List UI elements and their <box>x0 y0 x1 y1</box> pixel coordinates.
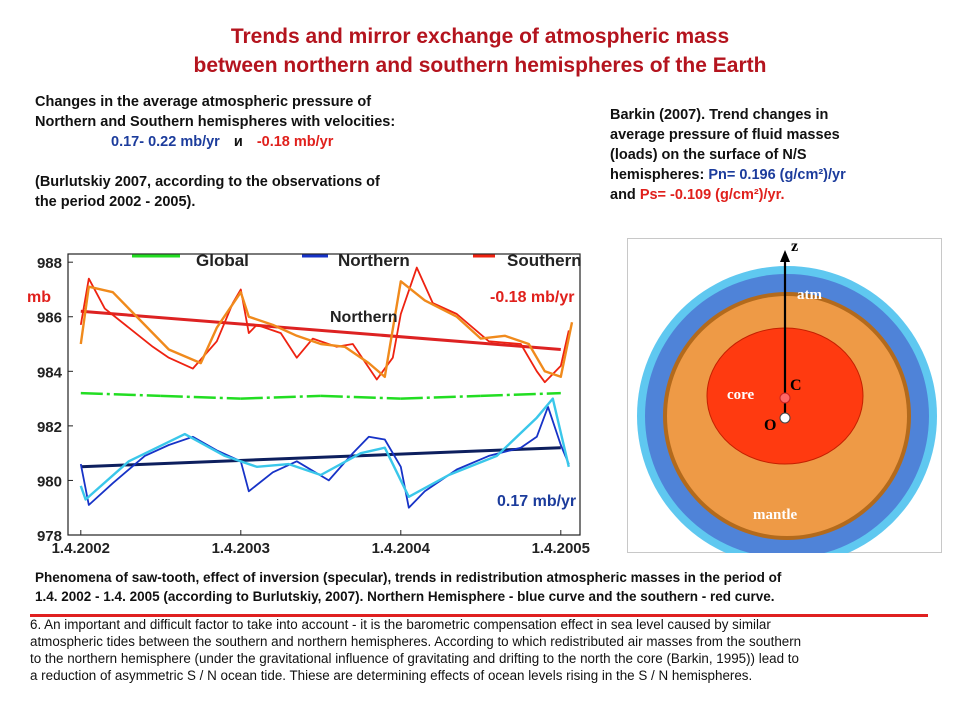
y-tick-label: 980 <box>37 473 62 490</box>
global-series-segment <box>240 394 321 400</box>
barkin-line-2: average pressure of fluid masses <box>610 127 840 143</box>
legend: Global Northern Southern <box>132 251 582 270</box>
note-line-4: a reduction of asymmetric S / N ocean ti… <box>30 668 753 683</box>
legend-southern-label: Southern <box>507 251 582 270</box>
x-axis: 1.4.2002 1.4.2003 1.4.2004 1.4.2005 <box>52 530 590 557</box>
barkin-line-4: hemispheres: Pn= 0.196 (g/cm²)/yr <box>610 165 955 185</box>
southern-smoothed-line <box>79 280 574 379</box>
barkin-line-4-prefix: hemispheres: <box>610 167 709 183</box>
y-tick-label: 978 <box>37 528 62 545</box>
velocity-conjunction: и <box>233 134 243 150</box>
barkin-line-1: Barkin (2007). Trend changes in <box>610 107 829 123</box>
southern-series-line <box>79 266 570 384</box>
caption-line-2: 1.4. 2002 - 1.4. 2005 (according to Burl… <box>35 589 775 604</box>
global-series-segment <box>480 391 561 398</box>
pn-value: Pn= 0.196 (g/cm²)/yr <box>708 167 846 183</box>
center-c-dot <box>779 392 791 404</box>
core-label: core <box>727 387 755 403</box>
legend-northern-label: Northern <box>338 251 410 270</box>
series-lines <box>79 266 570 509</box>
z-axis-label: z <box>791 238 798 255</box>
chart-caption: Phenomena of saw-tooth, effect of invers… <box>35 568 950 606</box>
northern-series-line <box>79 405 570 509</box>
north-velocity: 0.17- 0.22 mb/yr <box>111 134 220 150</box>
caption-divider <box>30 614 928 617</box>
note-line-1: 6. An important and difficult factor to … <box>30 617 771 632</box>
south-trend-label: -0.18 mb/yr <box>490 289 574 306</box>
reference-line-2: the period 2002 - 2005). <box>35 194 196 210</box>
z-axis-arrow-icon <box>780 250 790 262</box>
title-line-1: Trends and mirror exchange of atmospheri… <box>230 25 730 48</box>
caption-line-1: Phenomena of saw-tooth, effect of invers… <box>35 570 782 585</box>
global-series-segment <box>320 394 401 400</box>
north-trend-label: 0.17 mb/yr <box>497 493 576 510</box>
x-tick-label: 1.4.2005 <box>532 540 590 557</box>
description-line-2: Northern and Southern hemispheres with v… <box>35 114 396 130</box>
description-line-1: Changes in the average atmospheric press… <box>35 94 372 110</box>
y-tick-label: 982 <box>37 419 62 436</box>
pressure-change-description: Changes in the average atmospheric press… <box>35 92 555 212</box>
global-series-segment <box>400 394 481 400</box>
x-tick-label: 1.4.2004 <box>372 540 431 557</box>
northern-annotation: Northern <box>330 309 398 326</box>
origin-o-dot <box>779 412 791 424</box>
x-tick-label: 1.4.2002 <box>52 540 110 557</box>
global-series-segment <box>160 394 241 400</box>
trend-lines <box>80 309 561 469</box>
y-axis: 978 980 982 984 986 988 <box>37 255 73 545</box>
atm-label: atm <box>797 287 822 303</box>
mantle-label: mantle <box>753 507 798 523</box>
earth-diagram: z atm core C O mantle <box>627 238 942 553</box>
barkin-line-5: and Ps= -0.109 (g/cm²)/yr. <box>610 185 955 205</box>
y-tick-label: 984 <box>37 364 63 381</box>
origin-o-label: O <box>764 417 776 434</box>
note-text: 6. An important and difficult factor to … <box>30 616 960 684</box>
legend-global-label: Global <box>196 251 249 270</box>
south-velocity: -0.18 mb/yr <box>256 134 334 150</box>
title-line-2: between northern and southern hemisphere… <box>193 54 767 77</box>
note-line-2: atmospheric tides between the southern a… <box>30 634 802 649</box>
ps-value: Ps= -0.109 (g/cm²)/yr. <box>639 187 785 203</box>
page-title: Trends and mirror exchange of atmospheri… <box>0 22 960 80</box>
plot-frame <box>67 253 581 536</box>
smoothed-lines <box>79 280 574 501</box>
barkin-line-3: (loads) on the surface of N/S <box>610 147 807 163</box>
reference-line-1: (Burlutskiy 2007, according to the obser… <box>35 174 380 190</box>
velocity-line: 0.17- 0.22 mb/yr и -0.18 mb/yr <box>35 132 555 152</box>
y-tick-label: 986 <box>37 310 62 327</box>
center-c-label: C <box>790 377 802 394</box>
northern-trend-line <box>80 446 561 469</box>
y-tick-label: 988 <box>37 255 62 272</box>
northern-smoothed-line <box>79 397 570 501</box>
global-series-segment <box>80 391 161 398</box>
barkin-line-5-prefix: and <box>610 187 640 203</box>
barkin-description: Barkin (2007). Trend changes in average … <box>610 105 955 205</box>
note-line-3: to the northern hemisphere (under the gr… <box>30 651 799 666</box>
southern-trend-line <box>80 309 561 351</box>
x-tick-label: 1.4.2003 <box>212 540 270 557</box>
y-axis-unit-label: mb <box>27 289 51 306</box>
